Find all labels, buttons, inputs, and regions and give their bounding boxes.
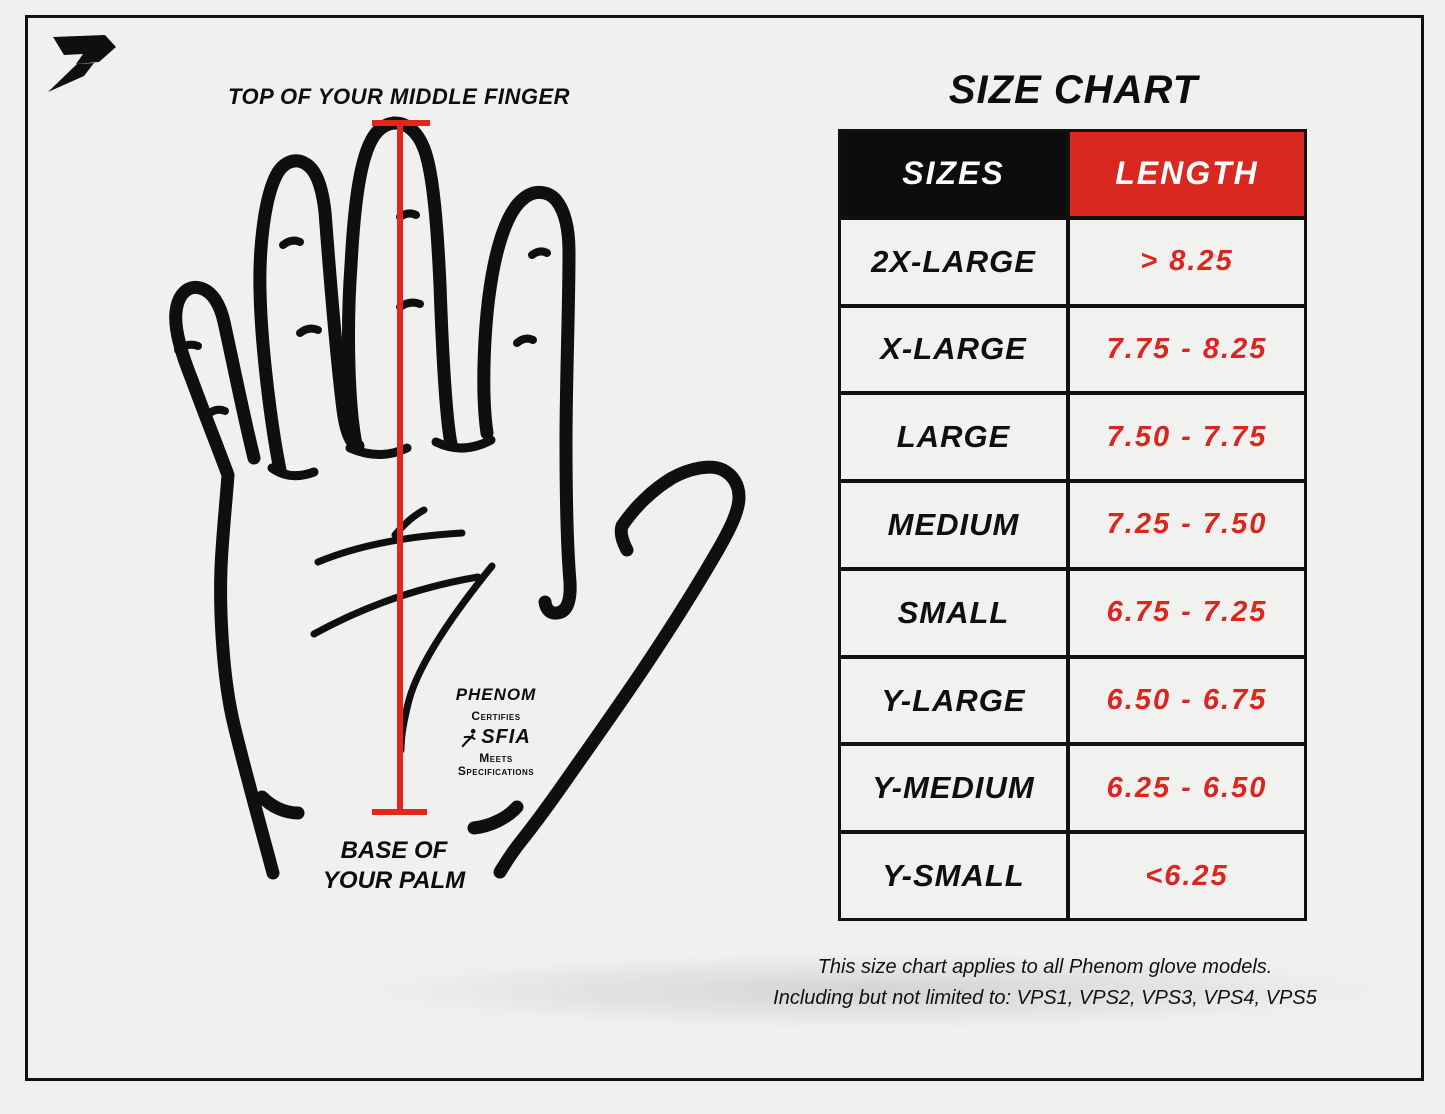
cert-meets-text: Meets <box>479 751 513 765</box>
chart-footnote: This size chart applies to all Phenom gl… <box>770 952 1320 1014</box>
length-cell-large: 7.50 - 7.75 <box>1070 395 1304 480</box>
hand-measurement-diagram <box>169 116 746 880</box>
size-cell-y-large: Y-LARGE <box>841 658 1066 743</box>
finger-base-creases <box>267 435 496 481</box>
card-border <box>25 15 1424 1081</box>
length-cell-y-large: 6.50 - 6.75 <box>1070 658 1304 743</box>
sfia-certification-mark: PHENOM Certifies SFIA Meets Specificatio… <box>408 685 584 778</box>
base-palm-label-line1: BASE OF <box>340 837 448 864</box>
measurement-line <box>372 120 430 815</box>
size-cell-y-small: Y-SMALL <box>841 834 1066 918</box>
size-cell-medium: MEDIUM <box>841 483 1066 567</box>
top-finger-label: TOP OF YOUR MIDDLE FINGER <box>227 84 571 109</box>
bottom-soft-shadow <box>330 952 1420 1030</box>
cert-brand-text: PHENOM <box>455 685 537 704</box>
chart-footnote-line1: This size chart applies to all Phenom gl… <box>817 956 1273 978</box>
size-cell-2x-large: 2X-LARGE <box>841 219 1066 304</box>
sfia-runner-icon <box>461 728 476 747</box>
length-cell-x-large: 7.75 - 8.25 <box>1070 307 1304 392</box>
cert-specifications-text: Specifications <box>457 764 535 778</box>
size-chart-title: SIZE CHART <box>948 68 1199 112</box>
phenom-logo-icon <box>48 35 116 92</box>
length-cell-medium: 7.25 - 7.50 <box>1070 483 1304 567</box>
base-palm-label-line2: YOUR PALM <box>322 867 466 894</box>
size-cell-y-medium: Y-MEDIUM <box>841 746 1066 831</box>
length-cell-2x-large: > 8.25 <box>1070 219 1304 304</box>
size-chart-table: SIZES LENGTH 2X-LARGE > 8.25 X-LARGE 7.7… <box>838 129 1307 921</box>
size-cell-x-large: X-LARGE <box>841 307 1066 392</box>
size-cell-large: LARGE <box>841 395 1066 480</box>
column-header-sizes: SIZES <box>841 132 1066 216</box>
cert-certifies-text: Certifies <box>471 709 521 723</box>
length-cell-small: 6.75 - 7.25 <box>1070 570 1304 655</box>
cert-org-text: SFIA <box>481 726 531 748</box>
base-palm-label: BASE OF YOUR PALM <box>274 836 514 896</box>
length-cell-y-medium: 6.25 - 6.50 <box>1070 746 1304 831</box>
chart-footnote-line2: Including but not limited to: VPS1, VPS2… <box>773 987 1317 1009</box>
length-cell-y-small: <6.25 <box>1070 834 1304 918</box>
column-header-length: LENGTH <box>1070 132 1304 216</box>
size-cell-small: SMALL <box>841 570 1066 655</box>
